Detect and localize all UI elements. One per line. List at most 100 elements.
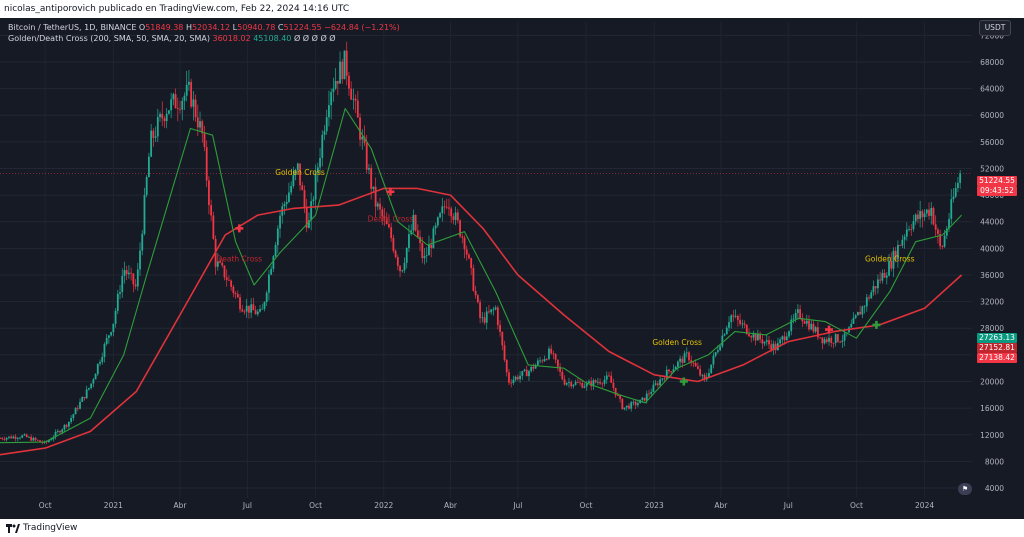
candle-body [890,261,893,269]
candle-body [710,364,713,374]
candle-body [552,353,555,355]
candle-body [621,398,624,410]
candle-body [590,381,593,387]
candle-body [399,265,401,272]
candle-body [799,309,802,319]
candle-body [701,374,704,376]
candle-body [623,407,626,410]
candle-body [814,327,817,332]
candle-body [810,323,813,330]
indicator-value-1: 36018.02 [212,34,251,43]
candle-body [25,434,28,438]
candle-body [74,408,77,415]
candle-body [788,331,790,337]
price-chart[interactable]: 4000800012000160002000024000280003200036… [0,18,1024,519]
candle-body [403,262,406,271]
candle-body [83,397,86,399]
candle-body [592,380,595,387]
candle-body [334,80,337,89]
ohlc-high-value: 52034.12 [191,23,231,32]
candle-body [601,383,604,385]
candle-body [10,436,13,439]
candle-body [885,275,888,278]
candle-body [443,206,446,208]
candle-body [72,414,75,419]
candle-body [314,172,317,200]
indicator-placeholders: Ø Ø Ø Ø Ø [293,34,336,43]
candle-body [752,333,755,338]
candle-body [208,180,210,206]
candle-body [232,286,235,294]
y-tick-label: 64000 [980,85,1004,94]
candle-body [67,421,70,427]
candle-body [761,339,764,344]
candle-body [361,136,364,140]
currency-button[interactable]: USDT [979,20,1011,36]
candle-body [930,208,933,216]
candle-body [781,336,784,340]
candle-body [170,99,173,111]
candle-body [221,262,224,266]
candle-body [63,424,66,430]
x-tick-label: 2024 [915,501,934,510]
candle-body [152,130,155,138]
candle-body [212,215,215,239]
candle-body [285,201,288,205]
candle-body [19,437,21,439]
candle-body [681,358,684,363]
candle-body [612,382,615,388]
candle-body [583,386,586,388]
candle-body [792,318,795,320]
candle-body [754,333,757,341]
indicator-name[interactable]: Golden/Death Cross (200, SMA, 50, SMA, 2… [8,34,210,43]
candle-body [372,186,375,189]
y-tick-label: 12000 [980,431,1004,440]
y-tick-label: 52000 [980,164,1004,173]
candle-body [665,369,668,379]
candle-body [568,382,570,384]
candle-body [648,393,650,395]
candle-body [47,440,50,443]
candle-body [548,348,550,360]
candle-body [545,359,548,360]
candle-body [312,199,315,202]
candle-body [636,403,639,406]
candle-body [279,215,281,229]
candle-body [56,430,59,432]
x-tick-label: Abr [444,501,458,510]
candle-body [483,317,486,323]
candle-body [308,220,310,228]
candle-body [34,437,37,440]
candle-body [750,336,753,338]
candle-body [61,429,64,433]
candle-body [148,156,150,178]
candle-body [859,312,862,315]
chart-area[interactable]: 4000800012000160002000024000280003200036… [0,18,1024,519]
candle-body [470,258,473,269]
candle-body [579,382,581,384]
candle-body [832,342,835,344]
candle-body [132,273,135,285]
candle-body [494,307,497,310]
candle-body [252,304,255,311]
candle-body [454,212,457,220]
candle-body [359,117,361,140]
candle-body [370,168,373,189]
candle-body [679,358,682,362]
candle-body [688,352,690,361]
candle-body [817,327,819,338]
candle-body [854,315,857,318]
y-tick-label: 60000 [980,111,1004,120]
candle-body [668,369,670,372]
candle-body [801,318,804,322]
flag-icon[interactable]: ⚑ [958,483,972,495]
candle-body [510,382,513,384]
candle-body [163,118,166,122]
candle-body [603,379,606,384]
candle-body [141,233,144,251]
candle-body [150,130,153,157]
tradingview-logo[interactable]: TradingView [6,521,77,535]
candle-body [652,384,655,392]
candle-body [268,274,270,293]
candle-body [445,206,448,208]
